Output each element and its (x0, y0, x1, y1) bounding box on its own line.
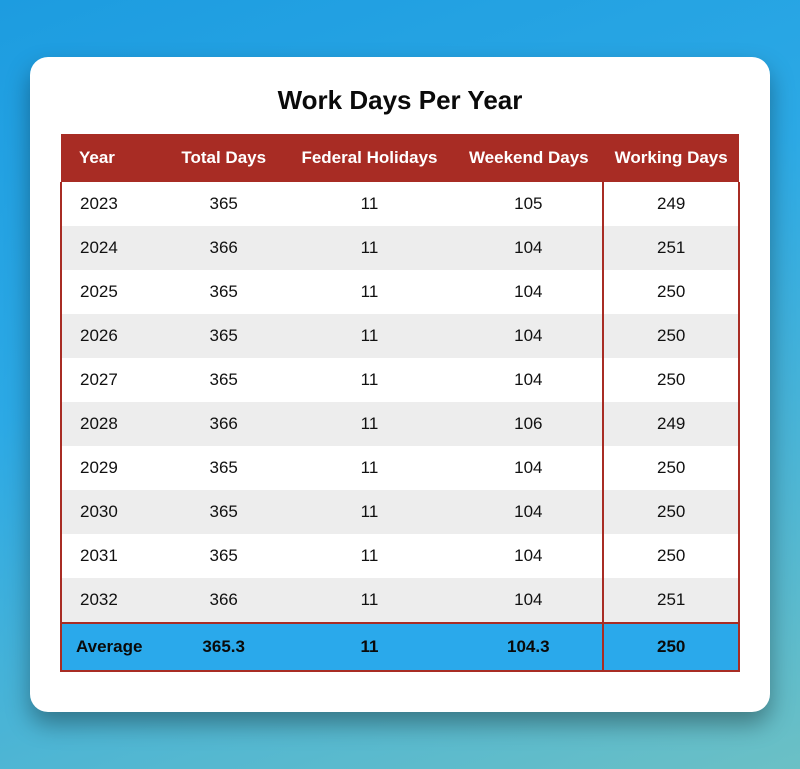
table-cell: 366 (163, 578, 285, 623)
footer-label: Average (61, 623, 163, 671)
table-cell: 11 (285, 270, 455, 314)
table-cell: 11 (285, 314, 455, 358)
table-row: 203236611104251 (61, 578, 739, 623)
table-cell: 104 (454, 534, 603, 578)
table-cell: 2030 (61, 490, 163, 534)
table-cell: 2024 (61, 226, 163, 270)
table-row: 202636511104250 (61, 314, 739, 358)
table-cell: 250 (603, 490, 739, 534)
table-cell: 104 (454, 226, 603, 270)
table-cell: 11 (285, 490, 455, 534)
table-cell: 2025 (61, 270, 163, 314)
col-header-weekend: Weekend Days (454, 134, 603, 182)
table-cell: 11 (285, 358, 455, 402)
table-row: 202836611106249 (61, 402, 739, 446)
table-cell: 250 (603, 270, 739, 314)
table-row: 203036511104250 (61, 490, 739, 534)
table-cell: 365 (163, 314, 285, 358)
table-cell: 2032 (61, 578, 163, 623)
page-title: Work Days Per Year (60, 85, 740, 116)
col-header-working: Working Days (603, 134, 739, 182)
table-cell: 104 (454, 314, 603, 358)
table-cell: 104 (454, 578, 603, 623)
table-cell: 104 (454, 446, 603, 490)
footer-total: 365.3 (163, 623, 285, 671)
footer-working: 250 (603, 623, 739, 671)
table-cell: 249 (603, 402, 739, 446)
table-cell: 105 (454, 182, 603, 226)
table-row: 202436611104251 (61, 226, 739, 270)
table-body: 2023365111052492024366111042512025365111… (61, 182, 739, 623)
table-cell: 11 (285, 534, 455, 578)
table-row: 202536511104250 (61, 270, 739, 314)
table-cell: 2023 (61, 182, 163, 226)
table-row: 202336511105249 (61, 182, 739, 226)
table-cell: 365 (163, 270, 285, 314)
table-cell: 250 (603, 314, 739, 358)
table-cell: 250 (603, 534, 739, 578)
table-cell: 249 (603, 182, 739, 226)
table-cell: 11 (285, 578, 455, 623)
table-cell: 104 (454, 358, 603, 402)
table-cell: 366 (163, 226, 285, 270)
table-cell: 2028 (61, 402, 163, 446)
table-cell: 250 (603, 446, 739, 490)
table-cell: 365 (163, 534, 285, 578)
table-cell: 251 (603, 226, 739, 270)
table-cell: 2027 (61, 358, 163, 402)
table-cell: 104 (454, 270, 603, 314)
table-row: 202936511104250 (61, 446, 739, 490)
table-cell: 11 (285, 402, 455, 446)
table-cell: 11 (285, 226, 455, 270)
table-cell: 106 (454, 402, 603, 446)
workdays-table: Year Total Days Federal Holidays Weekend… (60, 134, 740, 672)
table-row: 203136511104250 (61, 534, 739, 578)
table-footer: Average 365.3 11 104.3 250 (61, 623, 739, 671)
table-cell: 11 (285, 182, 455, 226)
table-cell: 365 (163, 182, 285, 226)
table-cell: 2031 (61, 534, 163, 578)
table-row: 202736511104250 (61, 358, 739, 402)
table-cell: 2026 (61, 314, 163, 358)
table-cell: 11 (285, 446, 455, 490)
table-cell: 251 (603, 578, 739, 623)
table-cell: 2029 (61, 446, 163, 490)
table-cell: 250 (603, 358, 739, 402)
col-header-year: Year (61, 134, 163, 182)
table-header: Year Total Days Federal Holidays Weekend… (61, 134, 739, 182)
table-cell: 365 (163, 446, 285, 490)
col-header-total: Total Days (163, 134, 285, 182)
card: Work Days Per Year Year Total Days Feder… (30, 57, 770, 712)
table-cell: 366 (163, 402, 285, 446)
footer-weekend: 104.3 (454, 623, 603, 671)
col-header-federal: Federal Holidays (285, 134, 455, 182)
footer-federal: 11 (285, 623, 455, 671)
table-cell: 365 (163, 358, 285, 402)
table-cell: 365 (163, 490, 285, 534)
table-cell: 104 (454, 490, 603, 534)
